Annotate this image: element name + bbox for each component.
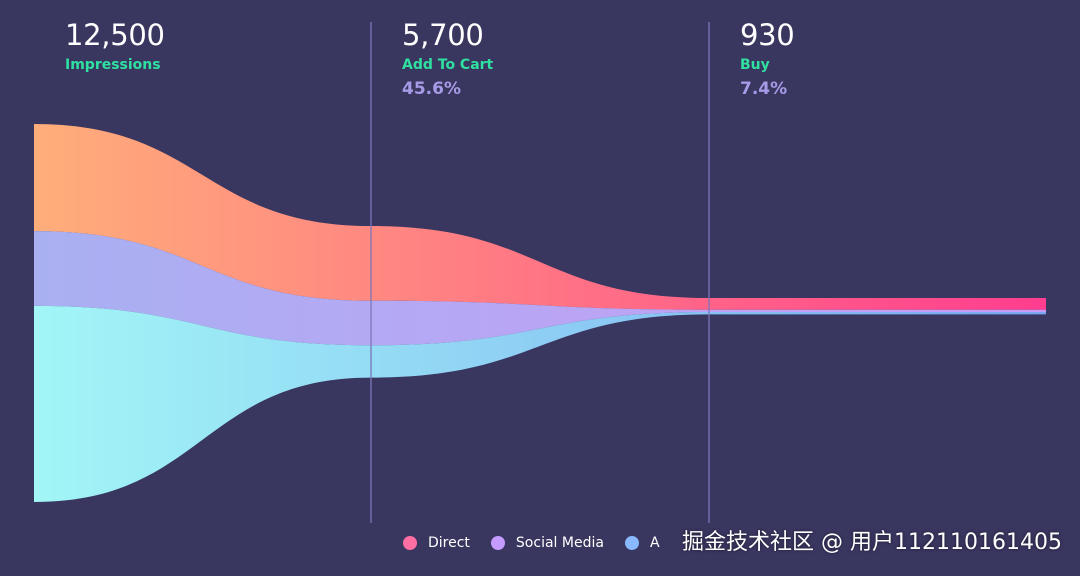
legend-item-direct[interactable]: Direct [403, 532, 470, 554]
legend-label: A [649, 535, 660, 551]
stage-buy: 930 Buy 7.4% [740, 18, 795, 102]
stage-percent: 45.6% [402, 79, 461, 99]
flow-a [34, 305, 1046, 502]
stage-value: 12,500 [65, 18, 165, 52]
legend-swatch [403, 536, 417, 550]
funnel-flows [34, 124, 1046, 502]
stage-impressions: 12,500 Impressions [65, 18, 165, 76]
flow-social-media [34, 231, 1046, 346]
stage-label: Buy [740, 57, 770, 73]
watermark: 掘金技术社区 @ 用户112110161405 [682, 530, 1062, 555]
legend-swatch [624, 536, 639, 550]
stage-dividers [370, 22, 710, 523]
stage-percent: 7.4% [740, 79, 788, 99]
legend-swatch [490, 536, 505, 550]
chart-legend: Direct Social Media A [403, 532, 681, 554]
legend-item-3[interactable]: A [624, 532, 660, 554]
legend-label: Direct [428, 535, 470, 551]
flow-direct [34, 124, 1046, 310]
legend-label: Social Media [515, 535, 604, 551]
stage-value: 930 [740, 18, 795, 52]
stage-label: Add To Cart [402, 57, 494, 73]
legend-item-social-media[interactable]: Social Media [490, 532, 604, 554]
stage-value: 5,700 [402, 18, 484, 52]
stage-label: Impressions [65, 57, 161, 73]
stage-add-to-cart: 5,700 Add To Cart 45.6% [402, 18, 493, 102]
